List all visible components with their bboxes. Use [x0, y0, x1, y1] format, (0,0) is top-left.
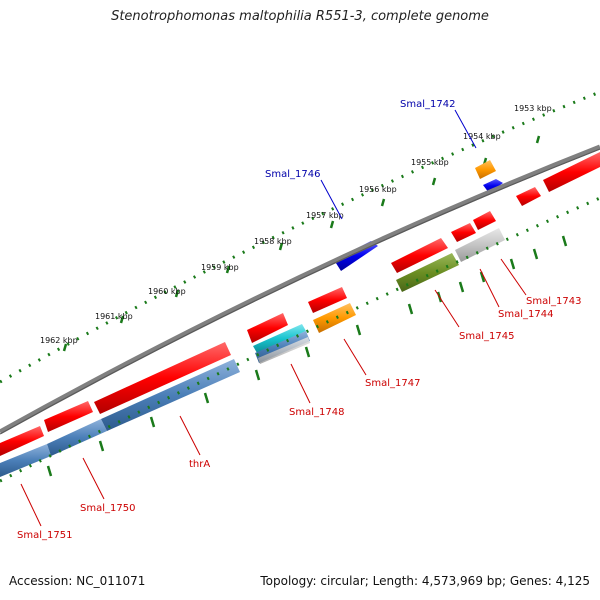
accession-text: Accession: NC_011071 — [9, 574, 146, 588]
gene-label-smal-1747[interactable]: Smal_1747 — [365, 378, 420, 389]
callout-smal-1751: Smal_1751 — [17, 483, 72, 541]
callout-smal-1750: Smal_1750 — [80, 457, 135, 514]
callout-smal-1747: Smal_1747 — [343, 338, 420, 389]
gene-feature[interactable] — [473, 211, 496, 230]
tick-label: 1961 kbp — [95, 312, 133, 321]
tick-label: 1953 kbp — [514, 104, 552, 113]
gene-feature[interactable] — [451, 223, 476, 242]
tick-label: 1959 kbp — [201, 263, 239, 272]
gene-label-smal-1743[interactable]: Smal_1743 — [526, 296, 581, 307]
tick-label: 1956 kbp — [359, 185, 397, 194]
tick-label: 1957 kbp — [306, 211, 344, 220]
gene-label-smal-1750[interactable]: Smal_1750 — [80, 503, 135, 514]
callout-smal-1742: Smal_1742 — [400, 99, 477, 149]
tick-label: 1958 kbp — [254, 237, 292, 246]
gene-feature-thra[interactable] — [101, 359, 240, 431]
inner-tick-track — [0, 196, 600, 483]
gene-feature[interactable] — [247, 313, 288, 343]
callout-smal-1743: Smal_1743 — [500, 258, 581, 307]
tick-label: 1955 kbp — [411, 158, 449, 167]
gene-feature-smal-1745[interactable] — [396, 253, 459, 292]
gene-label-smal-1745[interactable]: Smal_1745 — [459, 331, 514, 342]
gene-label-smal-1748[interactable]: Smal_1748 — [289, 407, 344, 418]
callout-smal-1746: Smal_1746 — [265, 169, 343, 220]
gene-label-smal-1744[interactable]: Smal_1744 — [498, 309, 553, 320]
gene-feature[interactable] — [0, 426, 44, 456]
gene-label-thra[interactable]: thrA — [189, 459, 210, 470]
gene-label-smal-1742[interactable]: Smal_1742 — [400, 99, 455, 110]
gene-feature[interactable] — [391, 238, 448, 273]
callout-smal-1748: Smal_1748 — [289, 363, 344, 418]
tick-label: 1954 kbp — [463, 132, 501, 141]
gene-feature-smal-1748-cyan[interactable] — [253, 324, 306, 353]
forward-strand-genes — [0, 152, 600, 456]
tick-labels: 1953 kbp 1954 kbp 1955 kbp 1956 kbp 1957… — [40, 104, 552, 345]
gene-feature[interactable] — [543, 152, 600, 192]
genome-summary-text: Topology: circular; Length: 4,573,969 bp… — [260, 574, 590, 588]
callout-smal-1744: Smal_1744 — [479, 268, 553, 320]
gene-feature[interactable] — [44, 401, 93, 432]
map-title: Stenotrophomonas maltophilia R551-3, com… — [111, 9, 489, 24]
gene-label-smal-1746[interactable]: Smal_1746 — [265, 169, 320, 180]
gene-feature-smal-1751[interactable] — [0, 444, 51, 477]
gene-feature-smal-1744[interactable] — [455, 228, 505, 262]
gene-feature-smal-1748-grey[interactable] — [258, 337, 310, 364]
tick-label: 1960 kbp — [148, 287, 186, 296]
callout-smal-1745: Smal_1745 — [434, 289, 514, 342]
gene-feature-smal-1747[interactable] — [313, 303, 356, 333]
gene-feature[interactable] — [308, 287, 347, 313]
gene-feature-orange-small[interactable] — [475, 160, 496, 179]
gene-feature[interactable] — [516, 187, 541, 206]
gene-feature-smal-1750[interactable] — [47, 419, 107, 456]
reverse-strand-genes — [0, 228, 505, 477]
gene-label-smal-1751[interactable]: Smal_1751 — [17, 530, 72, 541]
genome-backbone — [0, 144, 600, 435]
gene-feature[interactable] — [94, 342, 231, 414]
callout-thra: thrA — [179, 415, 210, 470]
gene-feature-smal-1742[interactable] — [483, 179, 503, 193]
tick-label: 1962 kbp — [40, 336, 78, 345]
